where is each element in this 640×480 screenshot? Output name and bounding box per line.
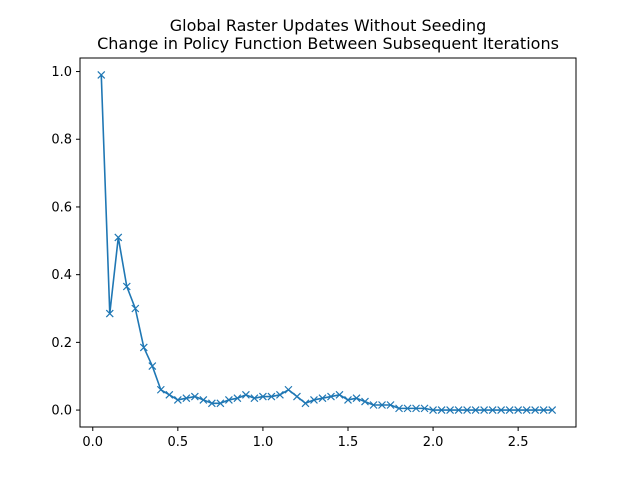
data-point-marker	[148, 362, 157, 370]
data-point-marker	[378, 401, 386, 409]
data-point-marker	[446, 406, 455, 414]
data-point-marker	[105, 309, 114, 318]
y-tick-label: 1.0	[51, 65, 72, 80]
data-point-marker	[429, 406, 437, 414]
y-tick-label: 0.8	[51, 133, 72, 148]
x-tick-label: 1.5	[338, 435, 359, 450]
y-tick-label: 0.2	[51, 336, 72, 351]
data-point-marker	[258, 392, 267, 401]
data-point-marker	[207, 399, 216, 408]
data-point-marker	[276, 390, 284, 399]
data-point-marker	[327, 392, 335, 401]
x-tick-label: 1.0	[253, 435, 274, 450]
data-point-marker	[182, 394, 191, 403]
data-point-marker	[522, 406, 531, 414]
y-tick-label: 0.6	[51, 200, 72, 215]
y-tick-label: 0.4	[51, 268, 72, 283]
data-point-marker	[480, 406, 489, 414]
data-point-marker	[344, 395, 352, 404]
data-point-marker	[352, 394, 361, 403]
data-point-marker	[361, 397, 369, 406]
data-point-marker	[156, 385, 165, 394]
data-point-marker	[131, 304, 140, 313]
data-point-marker	[122, 282, 131, 291]
data-point-marker	[199, 395, 208, 404]
data-point-marker	[301, 399, 310, 408]
data-point-marker	[497, 406, 506, 414]
data-point-marker	[395, 404, 403, 413]
data-point-marker	[369, 401, 378, 409]
x-tick-label: 2.5	[508, 435, 529, 450]
data-point-marker	[216, 399, 225, 408]
data-point-marker	[318, 394, 327, 403]
chart-title-line-2: Change in Policy Function Between Subseq…	[97, 34, 559, 53]
plot-frame	[79, 57, 577, 428]
data-point-marker	[335, 390, 344, 399]
data-point-marker	[267, 392, 276, 401]
data-point-marker	[284, 385, 293, 394]
data-point-marker	[293, 392, 301, 401]
data-point-marker	[250, 394, 259, 403]
axis-layer: 0.0 0.5 1.0 1.5 2.0 2.5 0.0 0.2 0.4 0.6 0.8 1.0	[51, 65, 528, 450]
data-point-marker	[173, 395, 182, 404]
data-point-marker	[531, 406, 540, 414]
data-point-marker	[386, 401, 395, 409]
data-point-marker	[224, 395, 233, 404]
x-tick-label: 0.5	[167, 435, 188, 450]
data-point-marker	[412, 404, 420, 413]
data-point-marker	[437, 406, 446, 414]
data-point-marker	[471, 406, 480, 414]
data-point-marker	[97, 71, 106, 79]
data-point-marker	[539, 406, 548, 414]
data-point-marker	[454, 406, 463, 414]
series-layer	[97, 71, 557, 414]
data-point-marker	[190, 392, 199, 401]
data-point-marker	[310, 395, 318, 404]
data-point-marker	[233, 394, 242, 403]
data-point-marker	[139, 343, 148, 352]
data-point-marker	[403, 404, 412, 413]
data-point-marker	[165, 390, 174, 399]
data-point-marker	[420, 404, 429, 413]
data-point-marker	[505, 406, 514, 414]
data-point-marker	[114, 233, 123, 242]
data-point-marker	[488, 406, 497, 414]
chart-title-line-1: Global Raster Updates Without Seeding	[170, 16, 487, 35]
x-tick-label: 0.0	[82, 435, 103, 450]
data-point-marker	[241, 390, 250, 399]
y-tick-label: 0.0	[51, 404, 72, 419]
x-tick-label: 2.0	[423, 435, 444, 450]
data-point-marker	[463, 406, 472, 414]
data-point-marker	[514, 406, 523, 414]
data-point-marker	[548, 406, 557, 414]
